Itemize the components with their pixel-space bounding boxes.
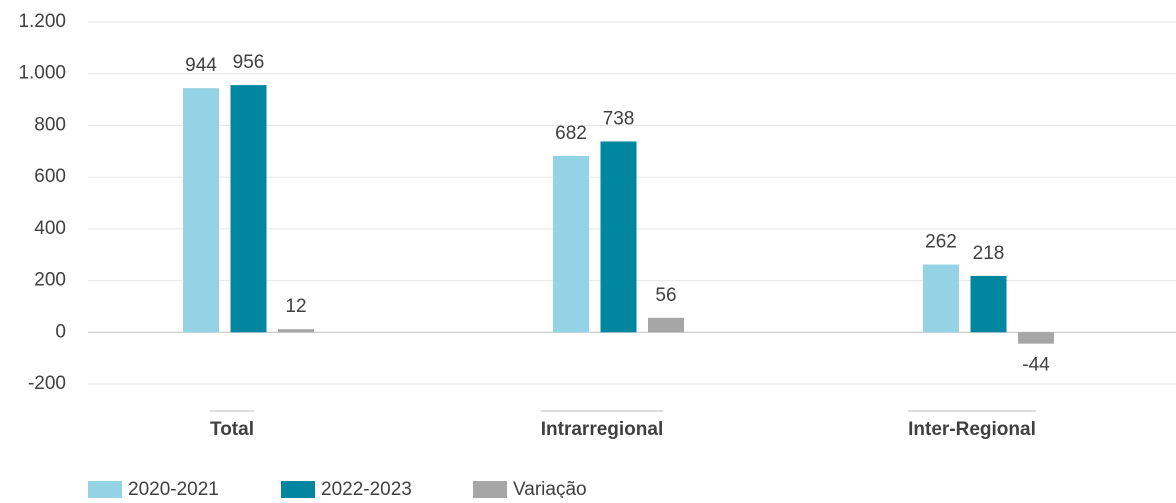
x-tick-label: Total <box>210 419 254 440</box>
legend-swatch <box>281 481 315 498</box>
x-tick-label: Inter-Regional <box>908 419 1036 440</box>
bar <box>970 275 1007 333</box>
data-label: 56 <box>655 285 676 306</box>
legend-label: Variação <box>513 479 587 498</box>
y-tick-label: 1.000 <box>18 63 66 84</box>
bar <box>1018 332 1054 344</box>
bar <box>278 329 314 333</box>
data-label: 944 <box>185 55 217 76</box>
legend-label: 2022-2023 <box>321 479 412 498</box>
x-tick-label: Intrarregional <box>541 419 663 440</box>
y-tick-label: -200 <box>28 373 66 394</box>
bar <box>183 88 219 333</box>
data-label: 682 <box>555 123 587 144</box>
data-label: 738 <box>603 108 635 129</box>
y-tick-label: 0 <box>55 321 66 342</box>
y-tick-label: 400 <box>34 218 66 239</box>
y-tick-label: 200 <box>34 270 66 291</box>
data-label: 218 <box>973 243 1005 264</box>
data-label: 956 <box>233 52 265 73</box>
data-label: -44 <box>1022 355 1050 376</box>
data-label: 262 <box>925 232 957 253</box>
y-tick-label: 800 <box>34 114 66 135</box>
y-tick-label: 600 <box>34 166 66 187</box>
data-label: 12 <box>285 296 306 317</box>
y-tick-label: 1.200 <box>18 11 66 32</box>
legend-label: 2020-2021 <box>128 479 219 498</box>
bar <box>600 141 637 333</box>
bar <box>553 155 589 333</box>
bar <box>648 317 684 333</box>
legend-swatch <box>88 481 122 498</box>
bar <box>230 85 267 333</box>
legend-swatch <box>473 481 507 498</box>
bar <box>923 264 959 333</box>
